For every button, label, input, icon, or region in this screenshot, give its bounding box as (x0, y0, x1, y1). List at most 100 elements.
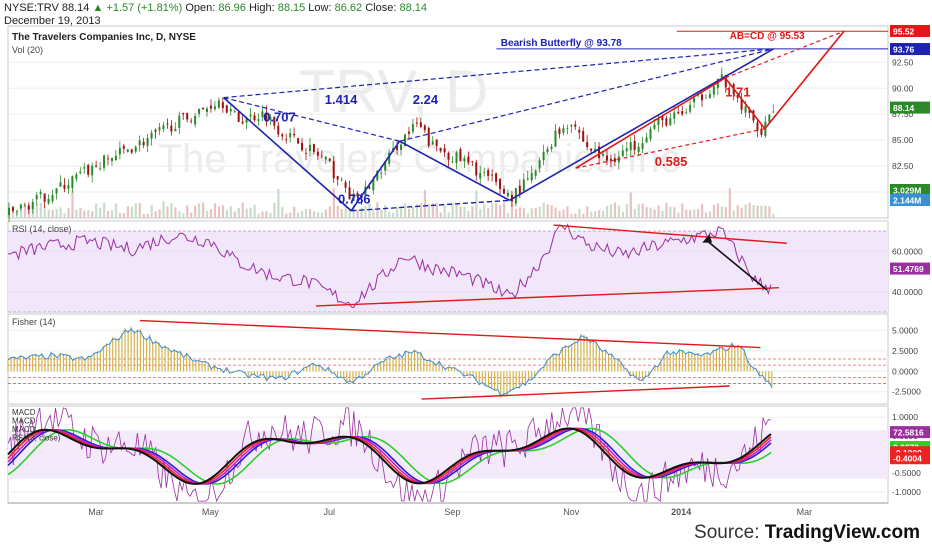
volume-bar (103, 202, 106, 218)
candle-body (621, 150, 624, 156)
volume-bar (744, 204, 747, 218)
volume-bar (475, 190, 478, 218)
volume-bar (617, 205, 621, 218)
volume-bar (142, 213, 145, 218)
volume-bar (229, 206, 232, 218)
time-tick-label: Mar (797, 507, 813, 517)
volume-bar (756, 205, 759, 218)
volume-label-1-bg (890, 184, 930, 196)
volume-bar (206, 211, 209, 218)
volume-bar (340, 209, 343, 218)
volume-bar (190, 212, 193, 218)
candle-body (225, 105, 228, 113)
candle-body (110, 158, 113, 162)
volume-bar (11, 211, 15, 218)
volume-bar (289, 212, 292, 218)
volume-bar (598, 210, 601, 218)
butterfly-leg-BC (399, 140, 510, 202)
volume-bar (249, 207, 252, 218)
candle-body (463, 157, 466, 162)
low-value: 86.62 (334, 2, 363, 14)
volume-bar (372, 208, 375, 218)
volume-bar (356, 209, 359, 218)
volume-bar (748, 202, 751, 218)
volume-bar (677, 212, 680, 218)
rsi-last-label: 51.4769 (893, 264, 924, 274)
volume-bar (63, 213, 66, 218)
candle-body (182, 112, 185, 115)
source-credit: Source: TradingView.com (694, 522, 920, 544)
butterfly-leg-CD (509, 48, 774, 202)
volume-bar (463, 206, 466, 218)
candle-body (344, 182, 347, 188)
fisher-tick-label: 0.0000 (892, 366, 918, 376)
candle-body (253, 115, 256, 121)
volume-bar (209, 209, 213, 218)
volume-label-2-bg (890, 194, 930, 206)
volume-bar (542, 202, 545, 218)
candle-body (518, 185, 521, 194)
volume-bar (297, 212, 300, 218)
volume-bar (182, 213, 185, 218)
candle-body (245, 117, 248, 123)
rsi-arrow-icon (702, 234, 713, 243)
volume-bar (728, 188, 731, 218)
butterfly-ratio-label: 2.24 (413, 92, 439, 107)
butterfly-leg-AB (350, 140, 401, 212)
price-tick-label: 92.50 (892, 57, 914, 67)
rsi-trendline-upper (553, 224, 787, 244)
candle-body (273, 116, 276, 126)
candle-body (59, 182, 62, 187)
candle-body (546, 148, 549, 152)
volume-bar (665, 202, 668, 218)
candle-body (150, 132, 153, 139)
volume-bar (506, 213, 510, 218)
candle-body (716, 78, 719, 88)
candle-body (712, 86, 715, 95)
volume-bar (681, 203, 684, 218)
volume-bar (79, 207, 82, 218)
volume-bar (324, 209, 327, 218)
candle-body (103, 155, 106, 168)
volume-bar (305, 208, 308, 218)
candle-body (31, 202, 34, 210)
macd-last-label-0: 72.5816 (893, 428, 924, 438)
volume-bar (368, 203, 371, 218)
butterfly-ratio-label: 1.414 (325, 92, 358, 107)
candle-body (51, 195, 54, 202)
volume-bar (471, 206, 474, 218)
candle-body (308, 144, 311, 152)
source-prefix: Source: (694, 522, 760, 543)
candle-body (419, 122, 422, 127)
butterfly-ratio-XD (223, 48, 774, 99)
volume-bar (51, 210, 54, 218)
candle-body (748, 109, 751, 113)
price-label-butterfly-bg (890, 43, 930, 56)
volume-bar (602, 210, 605, 218)
abcd-ratio-label: 1.71 (725, 85, 750, 100)
price-label-butterfly: 93.76 (893, 45, 915, 55)
volume-bar (23, 204, 27, 218)
volume-bar (261, 211, 264, 218)
candle-body (241, 121, 244, 124)
candle-body (368, 186, 371, 189)
candle-body (384, 161, 387, 171)
fisher-trendline-upper (139, 319, 761, 349)
candle-body (491, 174, 494, 176)
source-brand[interactable]: TradingView.com (764, 522, 920, 543)
volume-bar (221, 205, 225, 218)
candle-body (704, 97, 707, 99)
volume-bar (55, 208, 58, 218)
candle-body (415, 122, 418, 124)
volume-bar (198, 203, 201, 218)
volume-bar (83, 210, 86, 218)
volume-bar (586, 206, 589, 218)
volume-bar (530, 208, 533, 218)
volume-bar (404, 203, 407, 218)
candle-body (693, 98, 696, 103)
candle-body (356, 192, 359, 197)
butterfly-leg-XA (223, 97, 352, 212)
butterfly-ratio-XB (223, 97, 400, 142)
volume-bar (657, 205, 660, 218)
